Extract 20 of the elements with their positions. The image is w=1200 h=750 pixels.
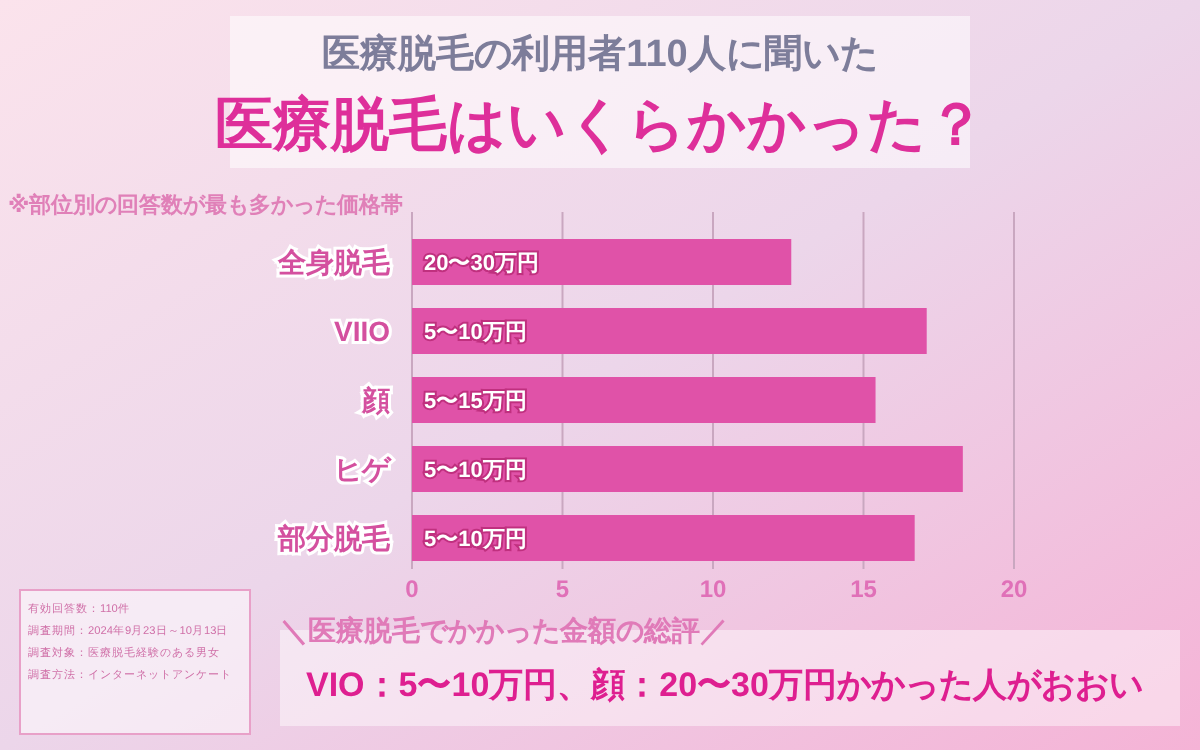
chart-title: 医療脱毛の利用者110人に聞いた xyxy=(322,32,878,76)
annotation: 20〜30万円 xyxy=(424,252,539,276)
text: VIO：5〜10万円、顔：20〜30万円かかった人がおおい xyxy=(306,666,1143,704)
x-tick-label: 20 xyxy=(1000,575,1028,603)
chart-subtitle: 医療脱毛はいくらかかった？ xyxy=(215,92,985,158)
y-tick-label: ヒゲ xyxy=(334,453,392,485)
annotation: 5〜10万円 xyxy=(424,528,527,552)
x-tick-label: 15 xyxy=(850,575,878,603)
annotation: 5〜10万円 xyxy=(424,459,527,483)
annotation: 5〜15万円 xyxy=(424,390,527,414)
text: ＼医療脱毛でかかった金額の総評／ xyxy=(280,614,728,646)
y-tick-label: 全身脱毛 xyxy=(276,246,392,278)
text: ※部位別の回答数が最も多かった価格帯 xyxy=(8,192,404,218)
x-tick-label: 10 xyxy=(699,575,727,603)
y-tick-label: 顔 xyxy=(360,384,390,416)
y-tick-label: 部分脱毛 xyxy=(276,522,392,554)
y-tick-label: VIIO xyxy=(333,315,391,347)
x-tick-label: 5 xyxy=(555,575,570,603)
x-tick-label: 0 xyxy=(405,575,420,603)
annotation: 5〜10万円 xyxy=(424,321,527,345)
